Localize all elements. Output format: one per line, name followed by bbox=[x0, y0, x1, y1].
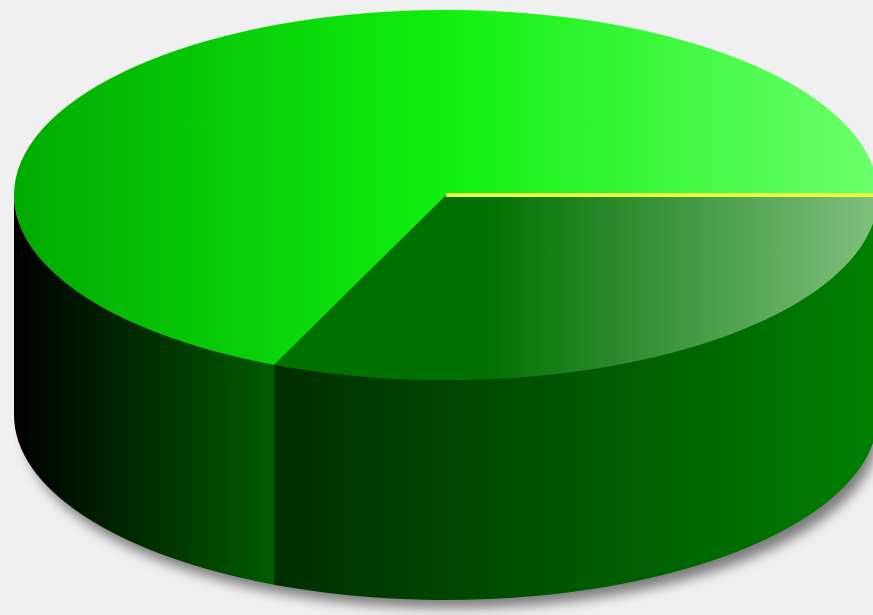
pie-slice-2 bbox=[274, 195, 873, 380]
pie-side-slice-2 bbox=[274, 222, 873, 600]
pie-side-slice-1 bbox=[14, 195, 275, 585]
pie-slice-1 bbox=[14, 10, 873, 365]
